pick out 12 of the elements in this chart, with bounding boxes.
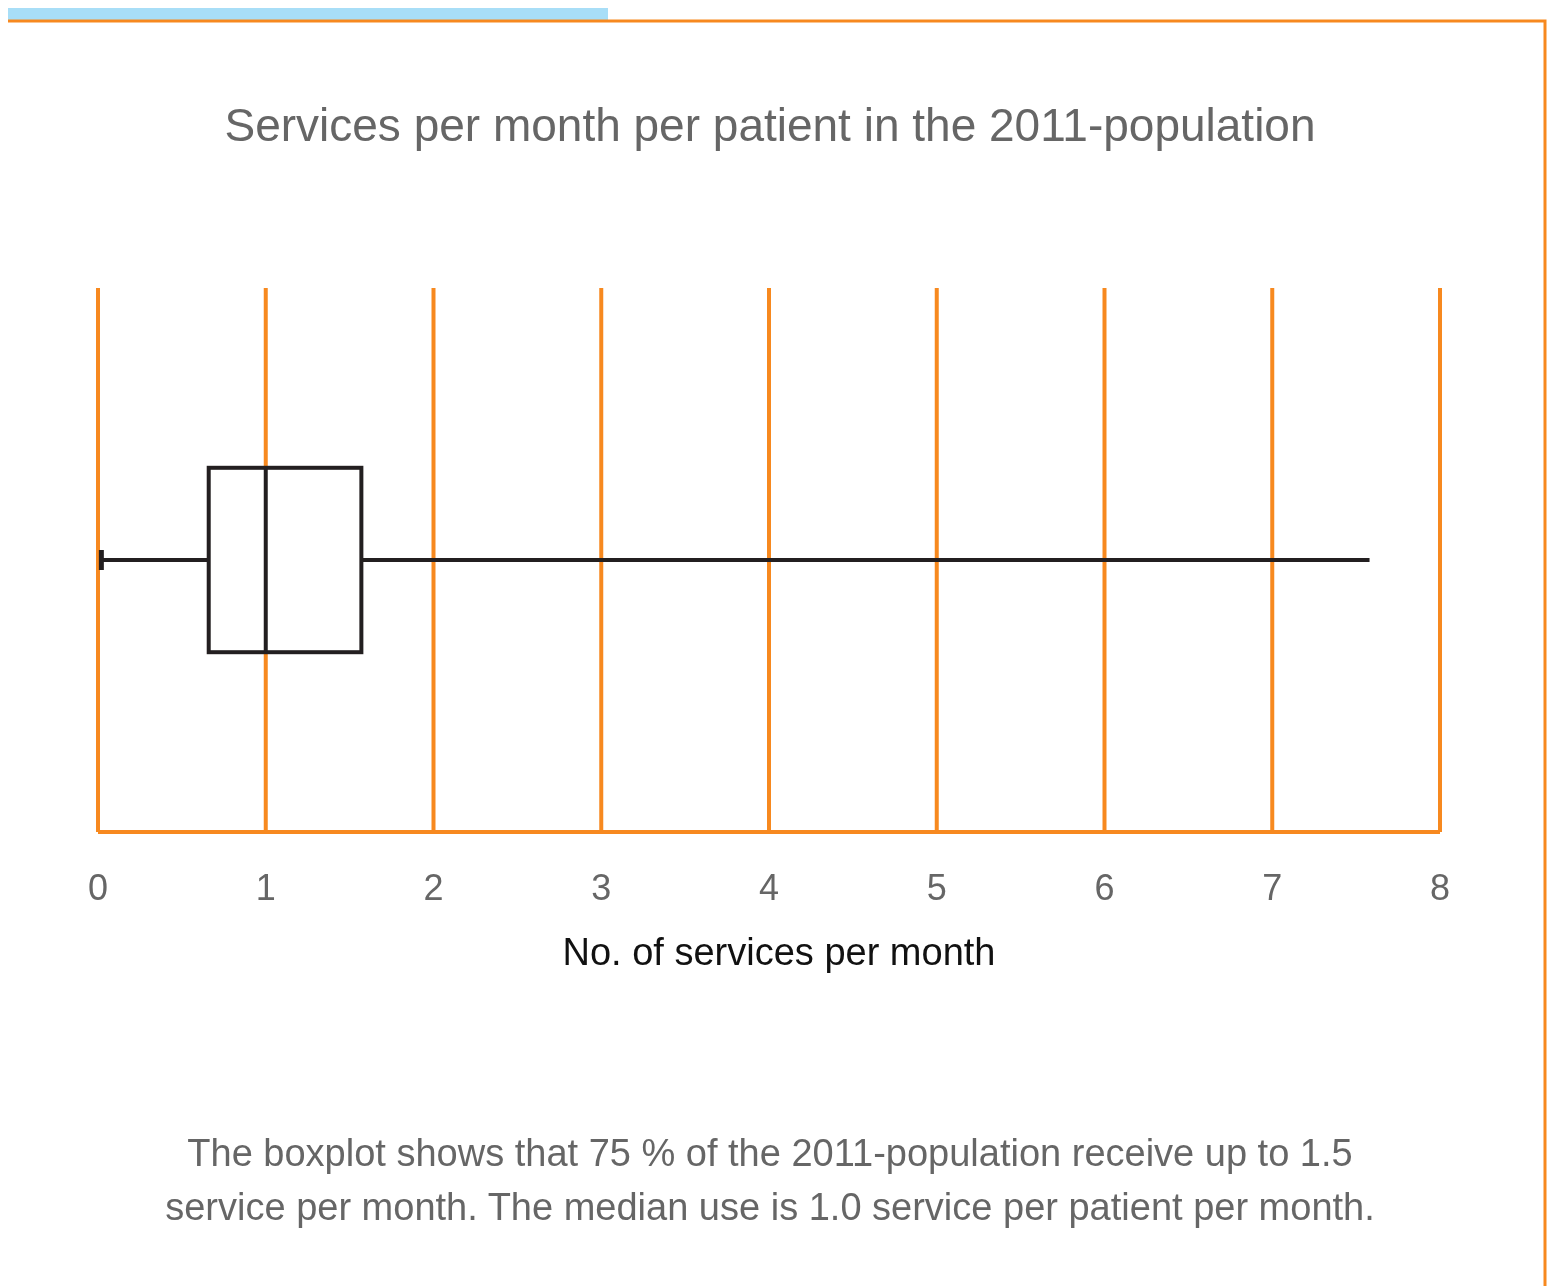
chart-title: Services per month per patient in the 2011-population bbox=[224, 99, 1316, 151]
x-tick-label: 7 bbox=[1262, 867, 1283, 908]
x-tick-label: 8 bbox=[1429, 867, 1451, 908]
x-axis-title: No. of services per month bbox=[562, 931, 996, 973]
x-tick-label: 4 bbox=[758, 867, 780, 908]
x-tick-label: 3 bbox=[591, 867, 612, 908]
x-tick-label: 1 bbox=[255, 867, 276, 908]
x-tick-label: 6 bbox=[1094, 867, 1115, 908]
x-tick-label: 2 bbox=[423, 867, 444, 908]
text: The boxplot shows that 75 % of the 2011-population receive up to 1.5 service per month. The median use is 1.0 service per patient per month. bbox=[165, 1132, 1375, 1228]
x-tick-label: 5 bbox=[926, 867, 947, 908]
x-tick-label: 0 bbox=[87, 867, 109, 908]
